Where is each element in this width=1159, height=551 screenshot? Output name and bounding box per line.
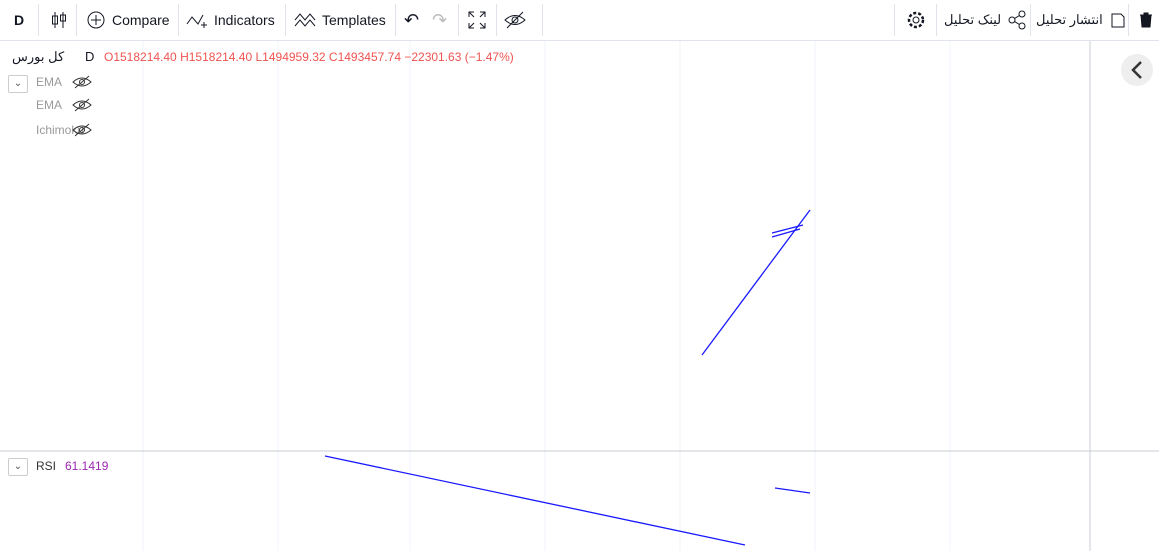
separator xyxy=(76,4,77,36)
separator xyxy=(458,4,459,36)
publish-button[interactable]: انتشار تحلیل xyxy=(1036,0,1127,40)
separator xyxy=(38,4,39,36)
symbol-interval: D xyxy=(85,49,95,64)
interval-button[interactable]: D xyxy=(14,12,25,28)
separator xyxy=(894,4,895,36)
separator xyxy=(936,4,937,36)
redo-button[interactable]: ↷ xyxy=(432,9,448,30)
rsi-value: 61.1419 xyxy=(65,459,109,473)
undo-button[interactable]: ↶ xyxy=(404,9,420,30)
legend-values: O1518214.40 H1518214.40 L1494959.32 C149… xyxy=(104,50,514,64)
collapse-button[interactable]: ⌄ xyxy=(8,75,28,93)
visibility-icon[interactable] xyxy=(72,75,92,89)
templates-label: Templates xyxy=(322,12,386,28)
separator xyxy=(285,4,286,36)
indicator-label: Ichimoku xyxy=(36,123,85,137)
visibility-icon[interactable] xyxy=(72,123,92,137)
separator xyxy=(542,4,543,36)
legend-low: L1494959.32 xyxy=(255,50,326,64)
toolbar: D Compare Indicators Templates ↶ ↷ لینک … xyxy=(0,0,1159,41)
publish-label: انتشار تحلیل xyxy=(1036,12,1103,27)
compare-button[interactable]: Compare xyxy=(86,0,170,40)
separator xyxy=(1128,4,1129,36)
collapse-button[interactable]: ⌄ xyxy=(8,458,28,476)
separator xyxy=(395,4,396,36)
delete-button[interactable] xyxy=(1138,0,1154,40)
legend-open: O1518214.40 xyxy=(104,50,177,64)
symbol-name: کل بورس xyxy=(12,49,65,64)
visibility-icon[interactable] xyxy=(72,98,92,112)
indicator-label: EMA xyxy=(36,98,63,112)
settings-button[interactable] xyxy=(906,0,926,40)
indicators-button[interactable]: Indicators xyxy=(186,0,275,40)
time-grid xyxy=(142,40,951,551)
indicators-label: Indicators xyxy=(214,12,275,28)
indicator-label: EMA xyxy=(36,75,63,89)
legend-high: H1518214.40 xyxy=(180,50,253,64)
hide-button[interactable] xyxy=(504,0,526,40)
scroll-button[interactable] xyxy=(1121,54,1153,86)
rsi-label: RSI xyxy=(36,459,57,473)
separator xyxy=(496,4,497,36)
chart-type-button[interactable] xyxy=(50,0,68,40)
templates-button[interactable]: Templates xyxy=(294,0,386,40)
scroll-icon xyxy=(1131,61,1142,79)
legend-change: −22301.63 (−1.47%) xyxy=(404,50,514,64)
compare-label: Compare xyxy=(112,12,170,28)
separator xyxy=(178,4,179,36)
fullscreen-button[interactable] xyxy=(467,0,487,40)
separator xyxy=(1030,4,1031,36)
trend-lines xyxy=(324,209,811,546)
link-label: لینک تحلیل xyxy=(944,12,1002,27)
legend-close: C1493457.74 xyxy=(328,50,401,64)
link-button[interactable]: لینک تحلیل xyxy=(944,0,1027,40)
